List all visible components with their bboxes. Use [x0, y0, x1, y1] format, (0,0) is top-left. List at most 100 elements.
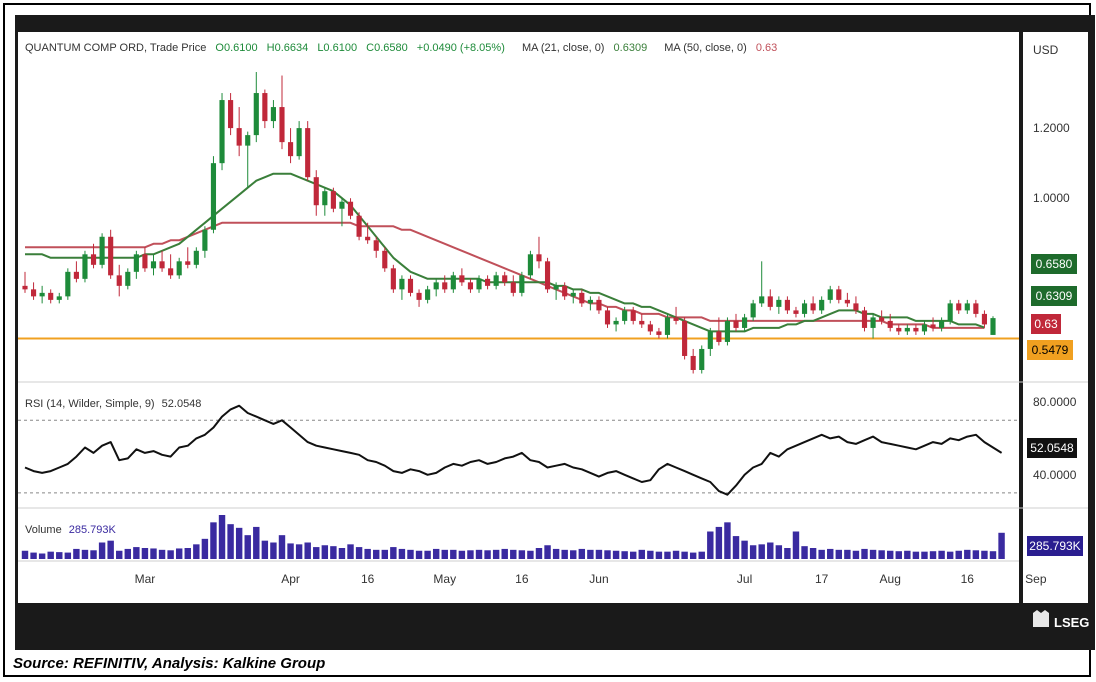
candle-body	[116, 275, 122, 286]
date-tick-label: May	[433, 572, 456, 586]
candle	[896, 324, 902, 335]
volume-bar	[210, 522, 217, 559]
candle	[682, 317, 688, 360]
candle-body	[707, 331, 713, 349]
candle-body	[579, 292, 585, 304]
candle-body	[502, 275, 508, 283]
candle	[193, 247, 199, 269]
lseg-logo-text: LSEG	[1054, 615, 1089, 630]
candle	[253, 72, 259, 143]
candle	[48, 289, 54, 304]
candle-body	[73, 271, 79, 279]
date-tick-label: 16	[515, 572, 529, 586]
volume-bar	[150, 548, 157, 559]
candle	[759, 261, 765, 307]
volume-bar	[981, 550, 988, 559]
candle-body	[22, 285, 28, 290]
candle-body	[990, 318, 996, 335]
candle-body	[82, 254, 88, 279]
volume-bar	[227, 524, 234, 559]
candle	[356, 212, 362, 241]
volume-bar	[98, 542, 106, 559]
candle	[990, 316, 996, 335]
candle-body	[219, 100, 225, 164]
candle-body	[939, 320, 945, 328]
volume-bar	[390, 547, 397, 559]
volume-bar	[835, 549, 843, 559]
volume-bar	[946, 551, 954, 559]
candle	[390, 264, 396, 293]
candle	[973, 299, 979, 318]
volume-bar	[364, 548, 371, 559]
change-value: +0.0490 (+8.05%)	[417, 42, 505, 54]
candle-body	[699, 348, 705, 370]
candle-body	[750, 303, 756, 318]
candle-body	[485, 278, 491, 286]
ma50-label: MA (50, close, 0)	[664, 42, 747, 54]
candle-body	[879, 317, 885, 321]
candle	[99, 233, 105, 269]
volume-bar	[467, 550, 474, 559]
volume-bar	[912, 551, 920, 559]
volume-bar	[792, 531, 800, 559]
volume-bar	[458, 550, 466, 559]
candle-body	[168, 268, 174, 276]
volume-bar	[638, 549, 645, 559]
volume-bar	[492, 549, 500, 559]
candle	[347, 198, 354, 220]
volume-bar	[338, 548, 346, 559]
candle-body	[682, 320, 688, 356]
candle-body	[382, 250, 388, 269]
volume-bar	[424, 550, 431, 559]
candle	[844, 292, 850, 307]
candle-body	[373, 240, 379, 251]
candle	[870, 313, 876, 339]
candle-body	[390, 268, 396, 290]
ma50-badge: 0.63	[1031, 314, 1061, 334]
candle	[613, 317, 619, 332]
volume-bar	[270, 542, 277, 559]
date-tick-label: Jul	[737, 572, 752, 586]
candle-body	[767, 296, 773, 307]
candle-body	[844, 299, 850, 304]
candle-body	[339, 201, 345, 209]
volume-bar	[767, 542, 774, 559]
candle-body	[810, 303, 816, 311]
candle-body	[553, 285, 559, 290]
candle-body	[613, 320, 619, 325]
volume-bar	[218, 515, 226, 559]
candle-body	[724, 320, 731, 342]
volume-bar	[886, 550, 894, 559]
volume-bar	[715, 526, 723, 559]
candle-body	[65, 271, 71, 297]
volume-bar	[278, 535, 286, 559]
candle	[125, 268, 131, 290]
candle-body	[776, 299, 782, 307]
candle	[947, 299, 953, 325]
ma21-label: MA (21, close, 0)	[522, 42, 605, 54]
candle-body	[407, 278, 414, 293]
volume-bar	[818, 549, 825, 559]
candle-body	[142, 254, 148, 269]
candle	[90, 243, 97, 269]
volume-bar	[330, 546, 337, 559]
date-tick-label: 16	[361, 572, 375, 586]
candle	[142, 247, 148, 272]
candle-body	[973, 303, 979, 314]
volume-bar	[621, 551, 628, 559]
low-value: L0.6100	[317, 42, 357, 54]
candle	[647, 320, 653, 335]
date-tick-label: Sep	[1025, 572, 1047, 586]
candle	[510, 275, 516, 297]
volume-bar	[415, 550, 423, 559]
volume-value: 285.793K	[69, 524, 117, 536]
candle	[904, 324, 910, 335]
close-badge-bg	[1031, 254, 1077, 274]
candle	[73, 261, 79, 283]
plot-area	[18, 32, 1019, 603]
volume-bar	[869, 549, 877, 559]
candle-body	[981, 313, 988, 325]
candle	[185, 247, 191, 269]
candle	[270, 100, 276, 129]
volume-bar	[689, 552, 697, 559]
